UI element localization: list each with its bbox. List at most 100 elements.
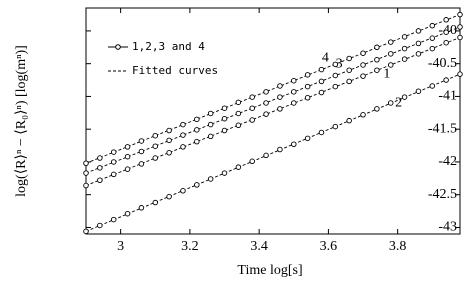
x-tick-label: 3	[117, 239, 124, 254]
marker	[249, 105, 255, 111]
marker	[457, 24, 463, 30]
marker	[263, 89, 269, 95]
marker	[221, 127, 228, 134]
marker	[360, 62, 366, 68]
marker	[443, 39, 449, 46]
marker	[110, 149, 117, 155]
marker	[374, 57, 380, 63]
marker	[152, 143, 159, 149]
marker	[291, 77, 297, 84]
fitted-curve	[85, 37, 461, 186]
marker	[387, 51, 394, 57]
marker	[291, 100, 297, 106]
marker	[401, 56, 408, 62]
marker	[166, 150, 172, 156]
marker	[360, 50, 366, 56]
marker	[304, 135, 311, 142]
marker	[374, 44, 380, 51]
marker	[235, 122, 242, 129]
series-label: 3	[336, 56, 343, 71]
x-tick-label: 3.4	[250, 239, 268, 254]
marker	[360, 112, 366, 118]
marker	[221, 105, 228, 111]
marker	[318, 78, 325, 85]
marker	[374, 106, 380, 112]
marker	[318, 129, 325, 136]
marker	[124, 144, 131, 150]
marker	[277, 106, 283, 112]
marker	[138, 161, 145, 167]
x-axis-label: Time log[s]	[237, 263, 302, 278]
legend-marker	[115, 44, 121, 50]
marker	[152, 199, 159, 206]
marker	[374, 67, 380, 73]
y-tick-label: -40.5	[428, 56, 457, 71]
marker	[207, 133, 214, 140]
marker	[180, 144, 186, 150]
marker	[194, 138, 200, 145]
marker	[180, 188, 186, 194]
fitted-curve	[85, 73, 461, 232]
marker	[346, 117, 352, 124]
marker	[318, 89, 325, 96]
marker	[429, 22, 436, 29]
marker	[124, 153, 131, 160]
marker	[415, 51, 422, 57]
marker	[207, 110, 214, 117]
marker	[332, 61, 339, 68]
marker	[166, 193, 172, 200]
legend-label: Fitted curves	[132, 64, 218, 77]
marker	[138, 148, 145, 155]
marker	[221, 170, 228, 176]
marker	[124, 166, 131, 172]
marker	[235, 99, 242, 106]
marker	[429, 35, 436, 41]
series-label: 2	[395, 95, 402, 110]
marker	[401, 94, 408, 100]
y-axis-label: log(⟨R⟩ⁿ − ⟨R₀⟩ⁿ) [log(mⁿ)]	[14, 45, 29, 197]
marker	[457, 34, 463, 41]
marker	[263, 111, 269, 117]
series-label: 1	[383, 66, 390, 81]
marker	[152, 155, 159, 161]
marker	[97, 222, 103, 229]
marker	[97, 177, 103, 184]
marker	[277, 146, 283, 153]
marker	[443, 17, 449, 23]
y-tick-label: -43	[438, 220, 457, 235]
marker	[346, 55, 352, 62]
marker	[429, 45, 436, 52]
marker	[387, 100, 394, 106]
marker	[83, 170, 89, 176]
x-tick-label: 3.6	[320, 239, 338, 254]
marker	[235, 110, 242, 117]
marker	[387, 39, 394, 45]
marker	[277, 83, 283, 89]
x-tick-label: 3.2	[181, 239, 199, 254]
marker	[304, 83, 311, 90]
marker	[415, 28, 422, 34]
marker	[124, 210, 131, 217]
marker	[166, 127, 172, 134]
fitted-curve	[85, 26, 461, 174]
marker	[346, 78, 352, 85]
marker	[263, 100, 269, 106]
marker	[457, 71, 463, 77]
fitted-curve	[85, 14, 461, 164]
marker	[97, 165, 103, 171]
marker	[332, 123, 339, 130]
marker	[194, 182, 200, 188]
marker	[97, 155, 103, 161]
marker	[304, 94, 311, 101]
marker	[291, 89, 297, 95]
marker	[207, 176, 214, 182]
marker	[221, 115, 228, 122]
marker	[387, 62, 394, 68]
marker	[180, 121, 186, 128]
y-tick-label: -41	[438, 89, 457, 104]
marker	[249, 117, 255, 123]
marker	[138, 138, 145, 144]
plot-frame	[85, 7, 461, 235]
marker	[415, 88, 422, 94]
